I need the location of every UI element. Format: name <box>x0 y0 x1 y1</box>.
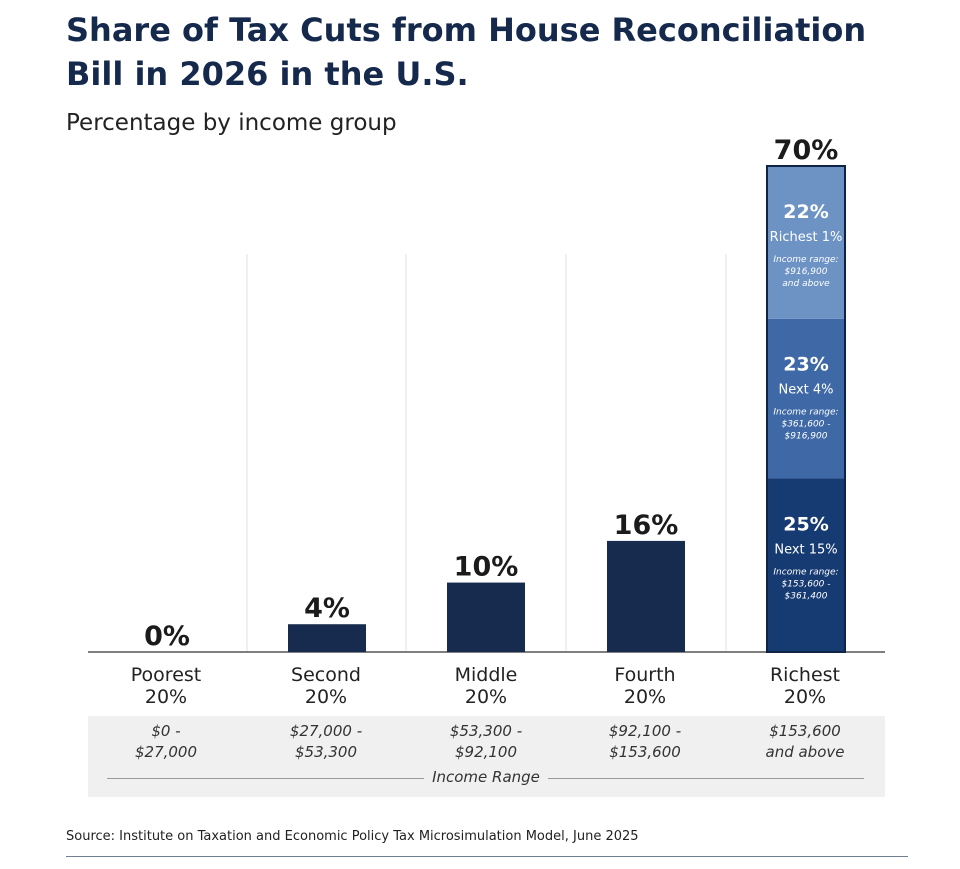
category-label-second: Second 20% <box>251 664 401 708</box>
footer-divider <box>66 856 908 857</box>
income-range-line: $27,000 - <box>289 722 363 740</box>
bar-segment-richest-1 <box>767 318 845 479</box>
category-name: Middle <box>454 664 518 686</box>
category-name: Richest <box>769 664 840 686</box>
income-range-second: $27,000 - $53,300 <box>256 721 396 763</box>
income-range-middle: $53,300 - $92,100 <box>416 721 556 763</box>
income-range-poorest: $0 - $27,000 <box>96 721 236 763</box>
segment-value-label: 23% <box>783 354 828 376</box>
segment-group-label: Richest 1% <box>770 230 843 245</box>
bar-fourth <box>607 540 685 652</box>
category-share: 20% <box>623 686 667 708</box>
category-share: 20% <box>144 686 188 708</box>
income-range-line: $53,300 - <box>449 722 523 740</box>
axis-rule-left <box>107 778 424 779</box>
category-label-middle: Middle 20% <box>411 664 561 708</box>
segment-range-line: $153,600 - <box>781 579 830 589</box>
segment-group-label: Next 15% <box>774 542 837 557</box>
category-label-fourth: Fourth 20% <box>570 664 720 708</box>
category-name: Poorest <box>130 664 202 686</box>
income-range-richest: $153,600 and above <box>735 721 875 763</box>
income-range-line: $27,000 <box>134 743 198 761</box>
income-range-line: $92,100 <box>454 743 518 761</box>
segment-range-title: Income range: <box>773 255 838 265</box>
data-label-richest: 70% <box>774 135 839 166</box>
bar-middle <box>447 582 525 652</box>
data-label-poorest: 0% <box>144 621 190 652</box>
data-label-second: 4% <box>304 593 350 624</box>
category-label-richest: Richest 20% <box>730 664 880 708</box>
income-range-line: $153,600 <box>769 722 841 740</box>
segment-range-line: $916,900 <box>785 267 828 277</box>
segment-range-line: $361,400 <box>785 591 828 601</box>
income-range-line: $92,100 - <box>608 722 682 740</box>
segment-group-label: Next 4% <box>778 383 833 398</box>
chart-subtitle: Percentage by income group <box>66 110 397 136</box>
x-axis-title: Income Range <box>424 768 548 786</box>
income-range-line: $0 - <box>151 722 181 740</box>
income-range-fourth: $92,100 - $153,600 <box>575 721 715 763</box>
segment-value-label: 22% <box>783 201 828 223</box>
segment-range-line: $361,600 - <box>781 420 830 430</box>
bar-richest-outline <box>766 165 846 653</box>
bar-segment-richest-0 <box>767 478 845 652</box>
category-share: 20% <box>783 686 827 708</box>
chart-title: Share of Tax Cuts from House Reconciliat… <box>66 11 867 93</box>
segment-range-line: $916,900 <box>785 432 828 442</box>
category-share: 20% <box>464 686 508 708</box>
source-note: Source: Institute on Taxation and Econom… <box>66 829 639 844</box>
income-range-line: and above <box>765 743 845 761</box>
axis-rule-right <box>548 778 864 779</box>
income-range-line: $153,600 <box>609 743 681 761</box>
bar-segment-richest-2 <box>767 166 845 319</box>
segment-range-line: and above <box>782 279 830 289</box>
segment-range-title: Income range: <box>773 408 838 418</box>
segment-value-label: 25% <box>783 513 828 535</box>
category-label-poorest: Poorest 20% <box>91 664 241 708</box>
data-label-middle: 10% <box>454 552 519 583</box>
category-share: 20% <box>304 686 348 708</box>
segment-range-title: Income range: <box>773 567 838 577</box>
income-range-line: $53,300 <box>294 743 358 761</box>
category-name: Fourth <box>614 664 676 686</box>
data-label-fourth: 16% <box>614 510 679 541</box>
bar-second <box>288 624 366 652</box>
category-name: Second <box>291 664 361 686</box>
